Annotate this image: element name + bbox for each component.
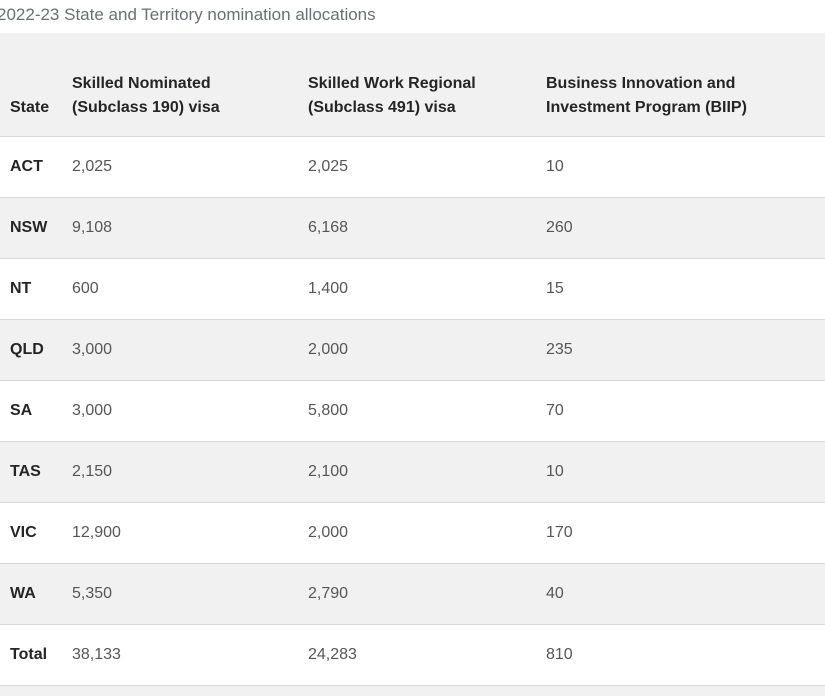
table-header-row: State Skilled Nominated (Subclass 190) v… — [0, 33, 825, 136]
biip-cell: 170 — [546, 523, 573, 541]
visa-190-cell: 5,350 — [72, 584, 113, 602]
table-row: NSW 9,108 6,168 260 — [0, 197, 825, 258]
visa-190-cell: 12,900 — [72, 523, 121, 541]
state-cell: WA — [10, 584, 36, 602]
state-cell: Total — [10, 645, 48, 663]
visa-190-cell: 2,150 — [72, 462, 113, 480]
visa-190-cell: 3,000 — [72, 401, 113, 419]
state-cell: SA — [10, 401, 33, 419]
header-cell-subclass-491: Skilled Work Regional (Subclass 491) vis… — [308, 33, 546, 136]
header-label-line2: (Subclass 491) visa — [308, 98, 456, 116]
visa-190-cell: 2,025 — [72, 157, 113, 175]
visa-190-cell: 3,000 — [72, 340, 113, 358]
state-cell: NSW — [10, 218, 48, 236]
biip-cell: 10 — [546, 462, 564, 480]
visa-190-cell: 38,133 — [72, 645, 121, 663]
table-row: VIC 12,900 2,000 170 — [0, 502, 825, 563]
page-title: 2022-23 State and Territory nomination a… — [0, 5, 376, 24]
biip-cell: 70 — [546, 401, 564, 419]
table-row: WA 5,350 2,790 40 — [0, 563, 825, 624]
visa-190-cell: 9,108 — [72, 218, 113, 236]
table-row: ACT 2,025 2,025 10 — [0, 136, 825, 197]
visa-491-cell: 2,100 — [308, 462, 349, 480]
table-row-total: Total 38,133 24,283 810 — [0, 624, 825, 685]
biip-cell: 810 — [546, 645, 573, 663]
table-row: TAS 2,150 2,100 10 — [0, 441, 825, 502]
visa-491-cell: 2,025 — [308, 157, 349, 175]
state-cell: NT — [10, 279, 32, 297]
state-cell: TAS — [10, 462, 41, 480]
biip-cell: 235 — [546, 340, 573, 358]
biip-cell: 40 — [546, 584, 564, 602]
header-label-line2: Investment Program (BIIP) — [546, 98, 747, 116]
state-cell: ACT — [10, 157, 43, 175]
table-row: QLD 3,000 2,000 235 — [0, 319, 825, 380]
visa-190-cell: 600 — [72, 279, 99, 297]
next-row-partial — [0, 685, 825, 696]
table-row: SA 3,000 5,800 70 — [0, 380, 825, 441]
header-cell-state: State — [0, 33, 72, 136]
header-label-line2: (Subclass 190) visa — [72, 98, 220, 116]
state-cell: VIC — [10, 523, 37, 541]
visa-491-cell: 5,800 — [308, 401, 349, 419]
biip-cell: 260 — [546, 218, 573, 236]
header-label-line1: Skilled Work Regional — [308, 74, 476, 92]
visa-491-cell: 6,168 — [308, 218, 349, 236]
header-label-line1: Skilled Nominated — [72, 74, 211, 92]
visa-491-cell: 2,000 — [308, 340, 349, 358]
state-cell: QLD — [10, 340, 44, 358]
allocations-table: State Skilled Nominated (Subclass 190) v… — [0, 33, 825, 685]
header-cell-biip: Business Innovation and Investment Progr… — [546, 33, 825, 136]
biip-cell: 15 — [546, 279, 564, 297]
visa-491-cell: 1,400 — [308, 279, 349, 297]
visa-491-cell: 2,000 — [308, 523, 349, 541]
biip-cell: 10 — [546, 157, 564, 175]
table-row: NT 600 1,400 15 — [0, 258, 825, 319]
header-cell-subclass-190: Skilled Nominated (Subclass 190) visa — [72, 33, 308, 136]
visa-491-cell: 24,283 — [308, 645, 357, 663]
header-label-line1: Business Innovation and — [546, 74, 736, 92]
header-label: State — [10, 98, 50, 116]
visa-491-cell: 2,790 — [308, 584, 349, 602]
